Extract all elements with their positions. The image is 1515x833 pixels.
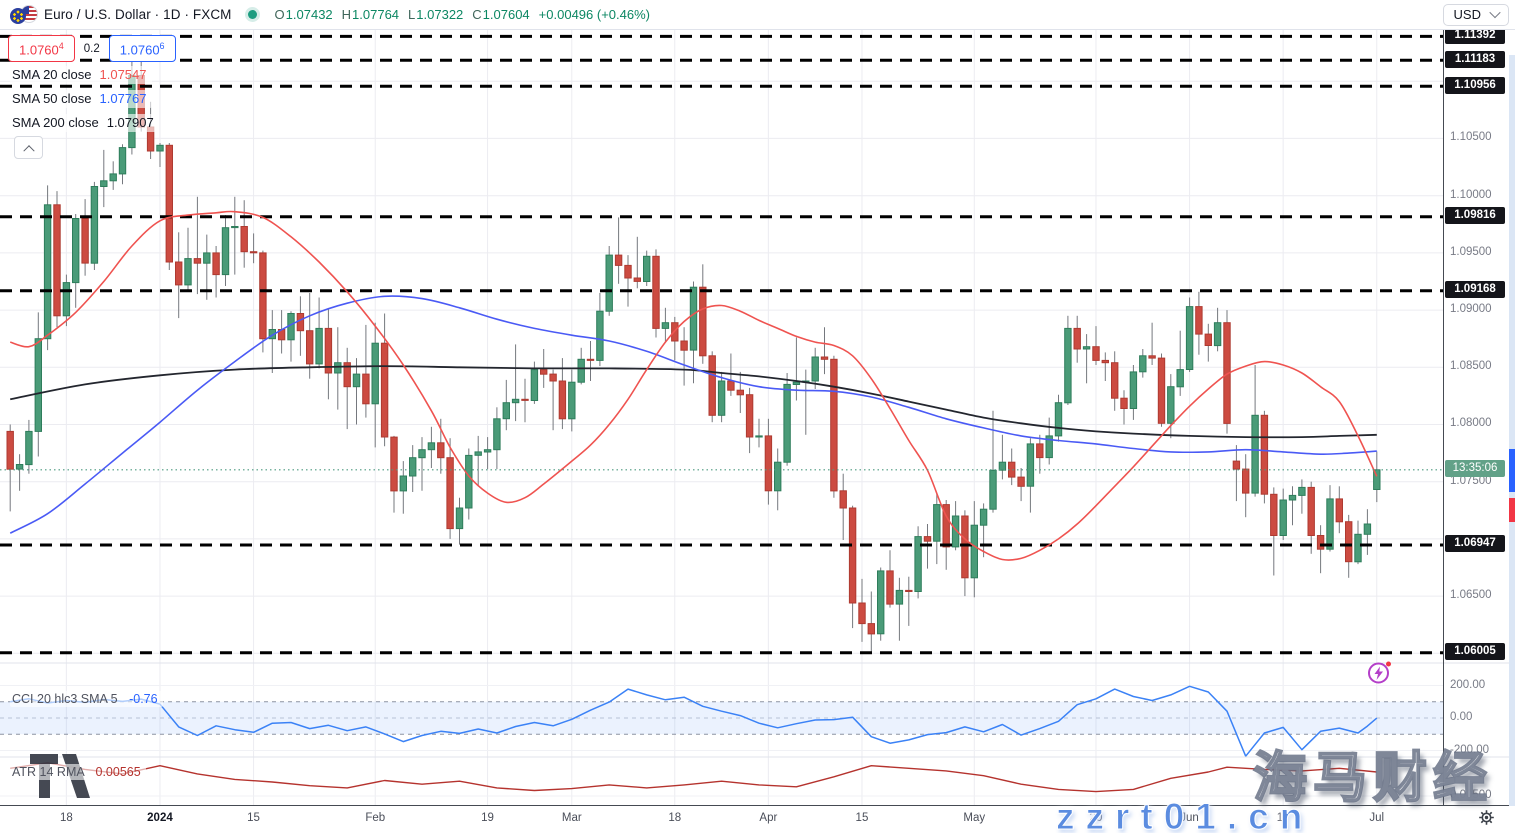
ask-price: 1.0760 — [119, 42, 160, 58]
sma20-label: SMA 20 close — [12, 67, 92, 82]
level-price-label: 1.11392 — [1445, 30, 1505, 44]
time-tick-label: Jun — [1180, 812, 1199, 824]
level-lines — [0, 34, 1443, 655]
change-value: +0.00496 (+0.46%) — [538, 7, 650, 22]
atr-series — [10, 762, 1377, 793]
time-tick-label: 15 — [247, 812, 260, 824]
price-tick-label: 1.06500 — [1450, 589, 1492, 602]
price-tick-label: 1.07500 — [1450, 474, 1492, 487]
atr-label: ATR 14 RMA — [12, 765, 85, 779]
ohlc-readout: O 1.07432 H 1.07764 L 1.07322 C 1.07604 +0.0… — [275, 7, 650, 22]
close-label: C — [472, 7, 482, 22]
time-tick-label: Feb — [365, 812, 386, 824]
currency-dropdown[interactable]: USD — [1442, 3, 1509, 26]
moving-averages — [9, 210, 1378, 561]
high-label: H — [341, 7, 352, 22]
currency-value: USD — [1453, 6, 1481, 22]
level-price-label: 1.09816 — [1445, 207, 1505, 225]
time-tick-label: 20 — [1089, 812, 1103, 824]
sma20-value: 1.07547 — [99, 67, 147, 82]
level-price-label: 1.09168 — [1445, 281, 1505, 299]
sell-button[interactable]: 1.07604 — [8, 35, 75, 63]
time-tick-label: Apr — [759, 812, 778, 824]
price-scale[interactable]: 1.10500 1.10000 1.09500 1.09000 1.08500 1.080… — [1444, 30, 1510, 805]
legend-collapse-button[interactable] — [14, 136, 43, 159]
legend-row-cci[interactable]: CCI 20 hlc3 SMA 5 -0.76 — [10, 691, 163, 707]
candlestick-series — [6, 36, 1381, 653]
time-tick-label: 15 — [855, 812, 869, 824]
cci-label: CCI 20 hlc3 SMA 5 — [12, 692, 118, 706]
legend-row-sma200[interactable]: SMA 200 close 1.07907 — [10, 114, 159, 132]
cci-series — [10, 685, 1378, 757]
price-tick-label: 1.09500 — [1450, 245, 1492, 258]
cci-tick-label: -200.00 — [1450, 743, 1490, 756]
low-label: L — [408, 7, 416, 22]
time-tick-label: Jul — [1369, 812, 1385, 824]
time-tick-label: 18 — [59, 812, 73, 824]
chevron-down-icon — [1489, 6, 1501, 19]
sma50-value: 1.07767 — [99, 91, 147, 106]
cci-value: -0.76 — [129, 692, 158, 706]
strip-bid-marker — [1509, 498, 1515, 522]
sma50-label: SMA 50 close — [12, 91, 92, 106]
price-tick-label: 1.09000 — [1450, 303, 1492, 316]
sma50-line — [9, 295, 1377, 534]
open-label: O — [274, 7, 285, 22]
sma200-value: 1.07907 — [106, 115, 154, 130]
atr-value: 0.00565 — [95, 765, 141, 779]
cci-tick-label: 200.00 — [1450, 678, 1486, 691]
open-value: 1.07432 — [285, 7, 333, 22]
legend-row-sma50[interactable]: SMA 50 close 1.07767 — [10, 90, 152, 108]
level-price-label: 1.11183 — [1445, 50, 1505, 68]
level-price-label: 1.06005 — [1445, 643, 1505, 661]
sma200-label: SMA 200 close — [12, 115, 99, 130]
time-scale[interactable]: 18 2024 15 Feb 19 Mar 18 Apr 15 May 20 Jun 17 Jul — [0, 806, 1515, 833]
ask-price-sup: 6 — [159, 41, 165, 51]
level-price-label: 1.10956 — [1445, 76, 1505, 94]
time-tick-label: 18 — [668, 812, 682, 824]
symbol-logo-icon — [10, 5, 38, 24]
chevron-up-icon — [22, 144, 35, 156]
low-value: 1.07322 — [416, 7, 464, 22]
time-tick-label: May — [963, 812, 986, 824]
legend-row-sma20[interactable]: SMA 20 close 1.07547 — [10, 66, 152, 84]
close-value: 1.07604 — [482, 7, 530, 22]
scale-strip[interactable] — [1509, 55, 1515, 833]
top-toolbar: Euro / U.S. Dollar · 1D · FXCM O 1.07432 … — [0, 0, 1515, 30]
atr-tick-label: 0.00500 — [1450, 789, 1492, 801]
bid-price-sup: 4 — [58, 41, 64, 51]
market-status-icon[interactable] — [247, 10, 257, 19]
time-tick-label: Mar — [561, 812, 582, 824]
symbol-title: Euro / U.S. Dollar · 1D · FXCM — [44, 7, 232, 22]
time-tick-label: 19 — [481, 812, 494, 824]
flash-icon[interactable] — [1366, 659, 1393, 686]
strip-ask-marker — [1509, 449, 1515, 492]
buy-button[interactable]: 1.07606 — [108, 35, 176, 63]
time-tick-label: 17 — [1276, 812, 1290, 824]
price-tick-label: 1.10500 — [1450, 131, 1492, 144]
price-tick-label: 1.10000 — [1450, 188, 1492, 201]
cci-tick-label: 0.00 — [1450, 711, 1473, 723]
time-tick-label: 2024 — [147, 812, 173, 824]
level-price-label: 1.06947 — [1445, 535, 1505, 553]
price-tick-label: 1.08500 — [1450, 360, 1492, 373]
countdown-label: 13:35:06 — [1445, 460, 1505, 478]
cci-band — [0, 701, 1443, 735]
legend-row-atr[interactable]: ATR 14 RMA 0.00565 — [10, 764, 146, 780]
bid-price: 1.0760 — [19, 42, 59, 58]
sma20-line — [9, 210, 1378, 561]
quote-panel: 1.07604 0.2 1.07606 — [8, 35, 176, 63]
high-value: 1.07764 — [352, 7, 400, 22]
gear-icon[interactable] — [1478, 809, 1495, 826]
symbol-button[interactable]: Euro / U.S. Dollar · 1D · FXCM — [10, 5, 232, 24]
price-tick-label: 1.08000 — [1450, 417, 1492, 430]
spread-value: 0.2 — [80, 41, 103, 56]
